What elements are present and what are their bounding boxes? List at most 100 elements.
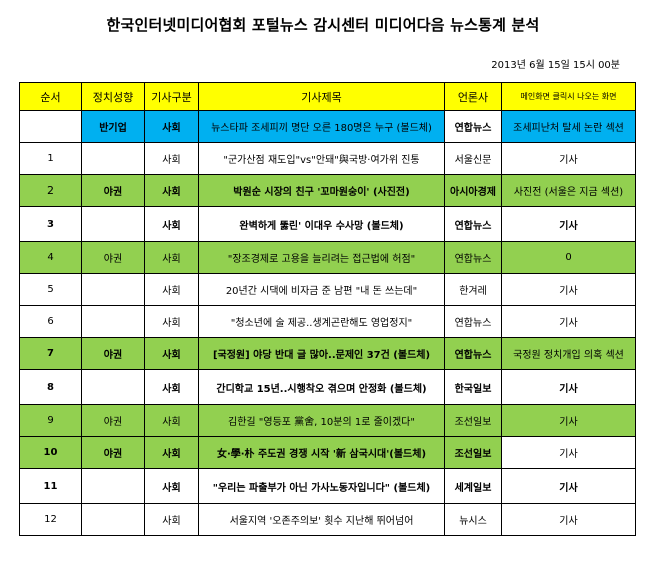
header-press: 언론사 bbox=[444, 82, 502, 111]
order-cell: 9 bbox=[19, 404, 82, 437]
table-row: 3 사회 완벽하게 뚫린' 이대우 수사망 (볼드체) 연합뉴스 기사 bbox=[19, 206, 636, 242]
header-order: 순서 bbox=[19, 82, 82, 111]
table-row: 9 야권 사회 김한길 "영등포 黨舍, 10분의 1로 줄이겠다" 조선일보 … bbox=[19, 404, 636, 437]
lean-cell bbox=[81, 206, 145, 242]
headline-cell[interactable]: "우리는 파출부가 아닌 가사노동자입니다" (볼드체) bbox=[198, 468, 445, 504]
lean-cell: 야권 bbox=[81, 436, 145, 469]
main-screen-cell: 기사 bbox=[501, 206, 636, 242]
headline-cell[interactable]: "장조경제로 고용을 늘리려는 접근법에 허점" bbox=[198, 241, 445, 274]
headline-cell[interactable]: 박원순 시장의 친구 '꼬마원숭이' (사진전) bbox=[198, 174, 445, 207]
press-cell: 한국일보 bbox=[444, 369, 502, 405]
headline-cell[interactable]: "청소년에 술 제공..생계곤란해도 영업정지" bbox=[198, 305, 445, 338]
main-screen-cell: 기사 bbox=[501, 305, 636, 338]
category-cell: 사회 bbox=[144, 206, 199, 242]
press-cell: 서울신문 bbox=[444, 142, 502, 175]
order-cell: 6 bbox=[19, 305, 82, 338]
lean-cell: 야권 bbox=[81, 337, 145, 370]
order-cell: 12 bbox=[19, 503, 82, 536]
category-cell: 사회 bbox=[144, 503, 199, 536]
header-headline: 기사제목 bbox=[198, 82, 445, 111]
header-row: 순서 정치성향 기사구분 기사제목 언론사 메인화면 클릭시 나오는 화면 bbox=[19, 82, 636, 111]
main-screen-cell: 기사 bbox=[501, 404, 636, 437]
table-row: 10 야권 사회 女·學·朴 주도권 경쟁 시작 '新 삼국시대'(볼드체) 조… bbox=[19, 436, 636, 469]
lean-cell bbox=[81, 468, 145, 504]
category-cell: 사회 bbox=[144, 337, 199, 370]
table-row: 1 사회 "군가산점 재도입"vs"안돼"與국방·여가위 진통 서울신문 기사 bbox=[19, 142, 636, 175]
category-cell: 사회 bbox=[144, 273, 199, 306]
main-screen-cell: 조세피난처 탈세 논란 섹션 bbox=[501, 110, 636, 143]
headline-cell[interactable]: 女·學·朴 주도권 경쟁 시작 '新 삼국시대'(볼드체) bbox=[198, 436, 445, 469]
category-cell: 사회 bbox=[144, 241, 199, 274]
order-cell: 1 bbox=[19, 142, 82, 175]
header-category: 기사구분 bbox=[144, 82, 199, 111]
lean-cell: 반기업 bbox=[81, 110, 145, 143]
order-cell: 11 bbox=[19, 468, 82, 504]
table-row: 12 사회 서울지역 '오존주의보' 횟수 지난해 뛰어넘어 뉴시스 기사 bbox=[19, 503, 636, 536]
main-screen-cell: 기사 bbox=[501, 273, 636, 306]
main-screen-cell: 사진전 (서울은 지금 섹션) bbox=[501, 174, 636, 207]
headline-cell[interactable]: "군가산점 재도입"vs"안돼"與국방·여가위 진통 bbox=[198, 142, 445, 175]
main-screen-cell: 기사 bbox=[501, 142, 636, 175]
category-cell: 사회 bbox=[144, 436, 199, 469]
press-cell: 연합뉴스 bbox=[444, 241, 502, 274]
press-cell: 연합뉴스 bbox=[444, 206, 502, 242]
press-cell: 연합뉴스 bbox=[444, 305, 502, 338]
table-row: 6 사회 "청소년에 술 제공..생계곤란해도 영업정지" 연합뉴스 기사 bbox=[19, 305, 636, 338]
headline-cell[interactable]: 간디학교 15년..시행착오 겪으며 안정화 (볼드체) bbox=[198, 369, 445, 405]
lean-cell bbox=[81, 273, 145, 306]
header-lean: 정치성향 bbox=[81, 82, 145, 111]
lean-cell bbox=[81, 369, 145, 405]
table-row: 반기업 사회 뉴스타파 조세피끼 명단 오른 180명은 누구 (볼드체) 연합… bbox=[19, 110, 636, 143]
category-cell: 사회 bbox=[144, 468, 199, 504]
table-row: 8 사회 간디학교 15년..시행착오 겪으며 안정화 (볼드체) 한국일보 기… bbox=[19, 369, 636, 405]
order-cell bbox=[19, 110, 82, 143]
order-cell: 2 bbox=[19, 174, 82, 207]
order-cell: 7 bbox=[19, 337, 82, 370]
header-main-screen: 메인화면 클릭시 나오는 화면 bbox=[501, 82, 636, 111]
headline-cell[interactable]: 20년간 시댁에 비자금 준 남편 "내 돈 쓰는데" bbox=[198, 273, 445, 306]
category-cell: 사회 bbox=[144, 404, 199, 437]
lean-cell bbox=[81, 142, 145, 175]
main-screen-cell: 0 bbox=[501, 241, 636, 274]
headline-cell[interactable]: [국정원] 야당 반대 글 많아..문제인 37건 (볼드체) bbox=[198, 337, 445, 370]
order-cell: 3 bbox=[19, 206, 82, 242]
table-row: 11 사회 "우리는 파출부가 아닌 가사노동자입니다" (볼드체) 세계일보 … bbox=[19, 468, 636, 504]
headline-cell[interactable]: 김한길 "영등포 黨舍, 10분의 1로 줄이겠다" bbox=[198, 404, 445, 437]
headline-cell[interactable]: 완벽하게 뚫린' 이대우 수사망 (볼드체) bbox=[198, 206, 445, 242]
order-cell: 5 bbox=[19, 273, 82, 306]
page-title: 한국인터넷미디어협회 포털뉴스 감시센터 미디어다음 뉴스통계 분석 bbox=[106, 16, 540, 34]
lean-cell: 야권 bbox=[81, 241, 145, 274]
lean-cell: 야권 bbox=[81, 404, 145, 437]
press-cell: 아시아경제 bbox=[444, 174, 502, 207]
main-screen-cell: 기사 bbox=[501, 468, 636, 504]
press-cell: 연합뉴스 bbox=[444, 110, 502, 143]
category-cell: 사회 bbox=[144, 369, 199, 405]
lean-cell: 야권 bbox=[81, 174, 145, 207]
category-cell: 사회 bbox=[144, 110, 199, 143]
main-screen-cell: 국정원 정치개입 의혹 섹션 bbox=[501, 337, 636, 370]
news-table: 순서 정치성향 기사구분 기사제목 언론사 메인화면 클릭시 나오는 화면 반기… bbox=[19, 82, 636, 536]
order-cell: 8 bbox=[19, 369, 82, 405]
press-cell: 연합뉴스 bbox=[444, 337, 502, 370]
main-screen-cell: 기사 bbox=[501, 503, 636, 536]
headline-cell[interactable]: 뉴스타파 조세피끼 명단 오른 180명은 누구 (볼드체) bbox=[198, 110, 445, 143]
press-cell: 세계일보 bbox=[444, 468, 502, 504]
category-cell: 사회 bbox=[144, 305, 199, 338]
timestamp: 2013년 6월 15일 15시 00분 bbox=[491, 60, 620, 71]
table-row: 7 야권 사회 [국정원] 야당 반대 글 많아..문제인 37건 (볼드체) … bbox=[19, 337, 636, 370]
press-cell: 조선일보 bbox=[444, 404, 502, 437]
category-cell: 사회 bbox=[144, 174, 199, 207]
press-cell: 뉴시스 bbox=[444, 503, 502, 536]
category-cell: 사회 bbox=[144, 142, 199, 175]
table-row: 2 야권 사회 박원순 시장의 친구 '꼬마원숭이' (사진전) 아시아경제 사… bbox=[19, 174, 636, 207]
order-cell: 4 bbox=[19, 241, 82, 274]
lean-cell bbox=[81, 305, 145, 338]
press-cell: 조선일보 bbox=[444, 436, 502, 469]
press-cell: 한겨레 bbox=[444, 273, 502, 306]
headline-cell[interactable]: 서울지역 '오존주의보' 횟수 지난해 뛰어넘어 bbox=[198, 503, 445, 536]
order-cell: 10 bbox=[19, 436, 82, 469]
main-screen-cell: 기사 bbox=[501, 369, 636, 405]
lean-cell bbox=[81, 503, 145, 536]
main-screen-cell: 기사 bbox=[501, 436, 636, 469]
table-row: 4 야권 사회 "장조경제로 고용을 늘리려는 접근법에 허점" 연합뉴스 0 bbox=[19, 241, 636, 274]
